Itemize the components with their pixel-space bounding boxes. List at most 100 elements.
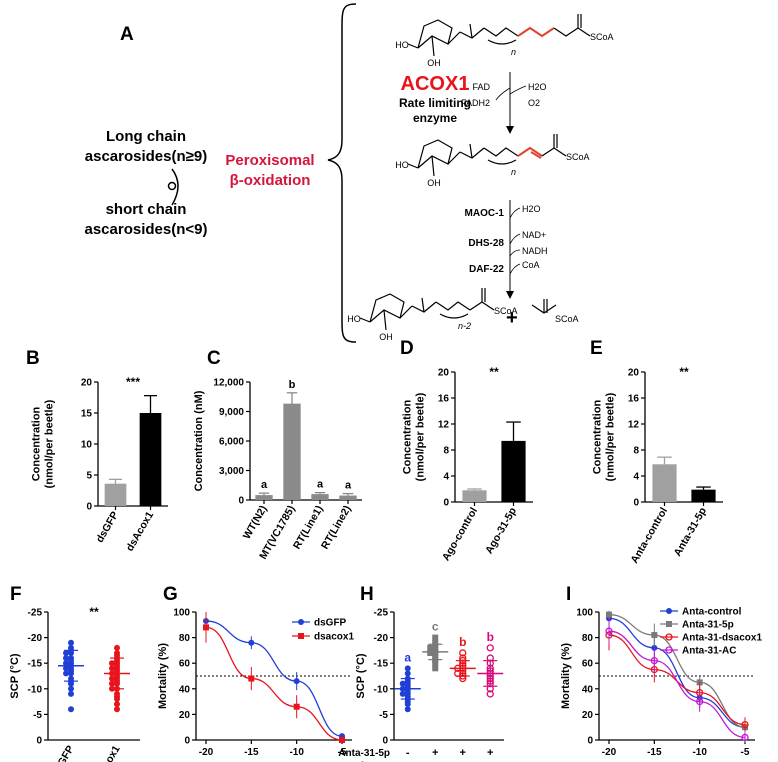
chart-e-y-tick-label: 12: [628, 420, 640, 431]
chart-b-x-tick-label: dsGFP: [94, 510, 121, 545]
chart-h-data-point: [432, 660, 439, 667]
chart-g-series-curve: [205, 626, 343, 741]
chart-h-y-axis-title: SCP (°C): [355, 653, 367, 698]
scoa-label-1: SCoA: [590, 32, 614, 42]
chart-i-legend-label: Anta-31-5p: [682, 620, 734, 631]
chart-d-bar: [462, 490, 487, 502]
chart-d-bar: 0 4 8 12 16 20 Concentration (nmol/per beetle) A…: [402, 365, 533, 563]
arrowhead-2: [506, 291, 514, 299]
chart-h-y-tick-label: 0: [382, 736, 388, 747]
chart-b-bar: 0 5 10 15 20 Concentration (nmol/per beetle) ds…: [31, 375, 168, 553]
chart-e-bar: 0 4 8 12 16 20 Concentration (nmol/per beetle) A…: [592, 365, 723, 566]
chart-h-y-tick-label: -15: [374, 659, 389, 670]
chart-i-x-tick-label: -20: [602, 747, 617, 758]
chart-g-legend-label: dsGFP: [314, 618, 347, 629]
chart-f-y-tick-label: -5: [33, 710, 42, 721]
daf-label: DAF-22: [469, 264, 504, 275]
chart-h-data-point: [486, 690, 494, 698]
chart-i-data-point: [650, 656, 658, 665]
chart-b-significance-stars: ***: [126, 375, 140, 389]
panel-letter-f: F: [10, 584, 22, 605]
chart-c-bar: [339, 495, 357, 500]
chart-i-data-point: [606, 611, 612, 618]
chart-i-y-tick-label: 100: [576, 608, 593, 619]
chart-f-data-point: [68, 680, 74, 687]
panel-letter-e: E: [590, 338, 603, 359]
panel-letter-b: B: [26, 348, 40, 369]
chart-d-y-tick-label: 0: [443, 498, 449, 509]
chart-g-y-tick-label: 80: [179, 633, 191, 644]
chart-i-data-point: [696, 697, 704, 706]
chart-h-data-point: [404, 665, 411, 672]
chart-f-data-point: [63, 655, 69, 662]
chart-e-y-tick-label: 0: [633, 498, 639, 509]
chart-d-y-tick-label: 12: [438, 420, 450, 431]
chart-f-data-point: [109, 665, 115, 672]
chart-h-data-point: [459, 649, 467, 657]
ascaroside-molecule-1: [407, 14, 591, 57]
chart-h-y-tick-label: -20: [374, 633, 389, 644]
chart-i-y-tick-label: 80: [582, 633, 594, 644]
coa-label: CoA: [522, 260, 540, 270]
chart-h-design-symbol: +: [487, 760, 493, 762]
chart-f-y-axis-title: SCP (°C): [9, 653, 21, 698]
chart-g-data-point: [203, 624, 209, 631]
n-minus-2-label: n-2: [458, 321, 471, 331]
chart-f-data-point: [114, 701, 120, 708]
chart-f-data-point: [68, 685, 74, 692]
chart-i-legend-label: Anta-31-AC: [682, 646, 736, 657]
acox1-label: ACOX1: [401, 73, 470, 95]
chart-e-bar: [691, 489, 716, 502]
chart-i-y-tick-label: 40: [582, 684, 594, 695]
chart-c-significance-letter: b: [289, 379, 296, 391]
chart-c-y-tick-label: 6,000: [219, 437, 244, 448]
chart-i-legend-label: Anta-31-dsacox1: [682, 633, 762, 644]
chart-b-y-tick-label: 10: [81, 440, 93, 451]
chart-e-x-tick-label: Anta-control: [628, 505, 670, 565]
panel-letter-h: H: [360, 584, 374, 605]
chart-i-legend-marker: [665, 646, 673, 654]
chart-e-y-tick-label: 4: [633, 472, 639, 483]
chart-b-y-axis-title: Concentration: [31, 406, 43, 481]
chart-b-y-tick-label: 20: [81, 378, 93, 389]
chart-h-data-point: [404, 670, 411, 677]
long-chain-label-2: ascarosides(n≥9): [85, 148, 207, 165]
rate-limiting-label-2: enzyme: [413, 111, 457, 125]
rate-limiting-label-1: Rate limiting: [399, 96, 471, 110]
chart-g-legend-marker: [298, 619, 304, 625]
chart-b-y-tick-label: 15: [81, 409, 93, 420]
chart-f-data-point: [63, 660, 69, 667]
chart-h-significance-letter: b: [459, 635, 466, 649]
chart-g-series-curve: [205, 620, 343, 737]
chart-g-x-tick-label: -5: [338, 747, 347, 758]
oh-label-1: OH: [427, 58, 441, 68]
chart-i-series-curve: [608, 630, 746, 739]
chart-i-x-tick-label: -5: [741, 747, 750, 758]
scoa-label-4: SCoA: [555, 314, 579, 324]
chart-i-legend-label: Anta-control: [682, 607, 742, 618]
chart-e-significance-stars: **: [679, 365, 689, 379]
chart-b-bar: [104, 483, 127, 506]
chart-i-series-curve: [608, 613, 746, 728]
chart-c-bar: 0 3,000 6,000 9,000 12,000 Concentration (nM)…: [193, 378, 362, 562]
chart-i-y-tick-label: 0: [587, 736, 593, 747]
n-label-2: n: [511, 167, 516, 177]
chart-i-legend-marker: [666, 621, 672, 627]
fadh2-label: FADH2: [461, 98, 490, 108]
chart-h-data-point: [432, 665, 439, 672]
chart-f-data-point: [109, 675, 115, 682]
scoa-label-3: SCoA: [494, 306, 518, 316]
chart-b-y-tick-label: 0: [86, 502, 92, 513]
h2o-label-1: H2O: [528, 82, 547, 92]
maoc-label: MAOC-1: [465, 208, 505, 219]
nadh-label: NADH: [522, 246, 548, 256]
chart-b-y-axis-title: (nmol/per beetle): [44, 399, 56, 488]
chart-h-scatter: 0 -5 -10 -15 -20 -25 SCP (°C) a c b b Anta-31-5p - + +…: [338, 608, 504, 762]
curly-brace: [327, 3, 357, 343]
ascaroside-molecule-2: [407, 134, 567, 177]
chart-d-y-axis-title: Concentration: [402, 399, 414, 474]
chart-c-y-tick-label: 12,000: [213, 378, 244, 389]
chart-g-x-tick-label: -15: [244, 747, 259, 758]
chart-g-x-tick-label: -20: [199, 747, 214, 758]
chart-g-y-tick-label: 60: [179, 659, 191, 670]
